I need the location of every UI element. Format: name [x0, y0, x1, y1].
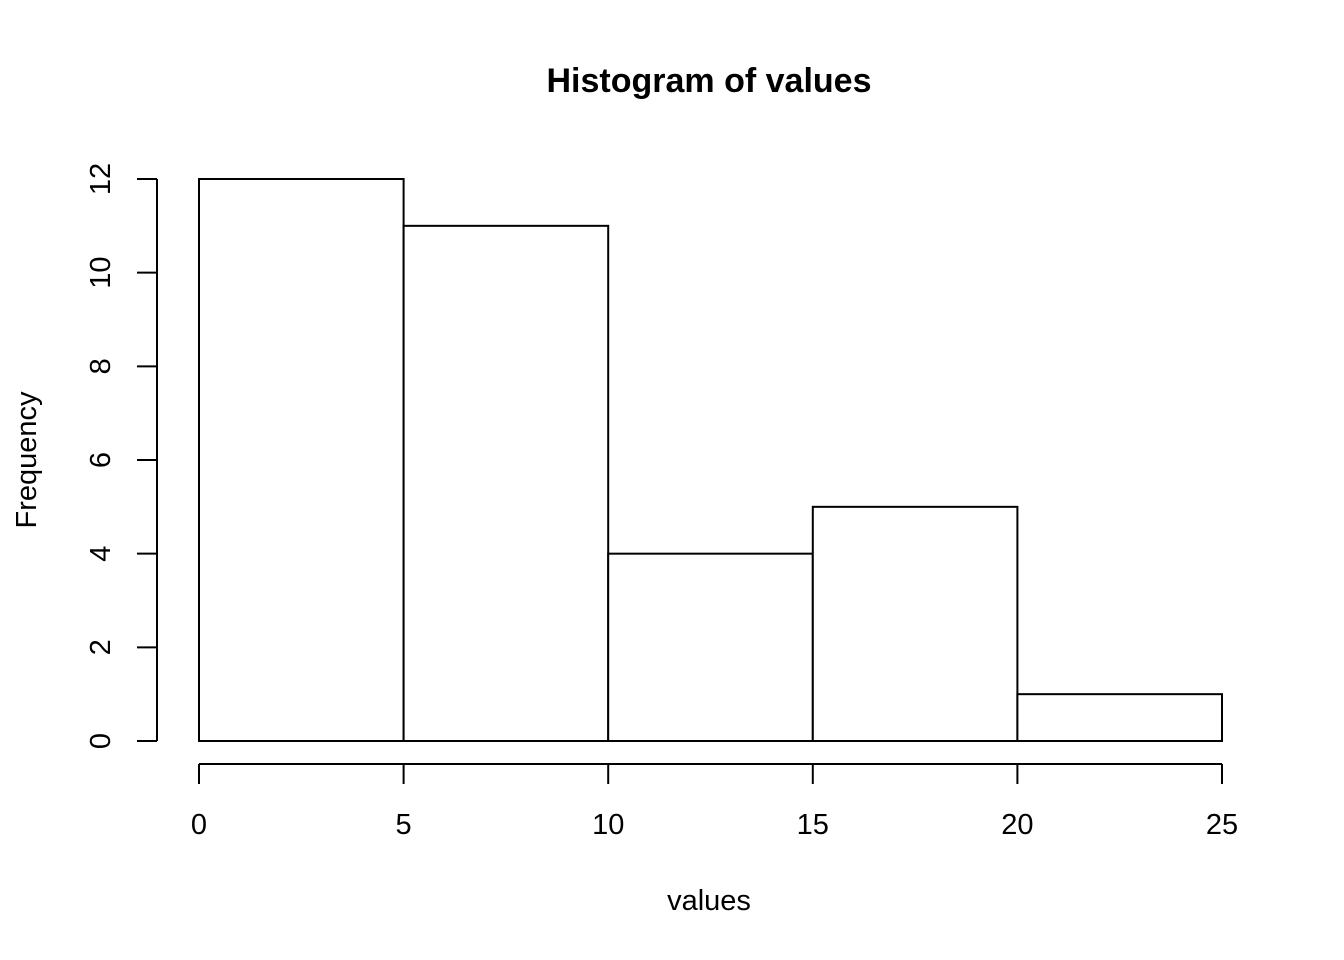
chart-title: Histogram of values	[547, 62, 872, 100]
y-tick-label: 4	[85, 546, 117, 562]
histogram-bar	[607, 552, 814, 743]
x-tick-label: 5	[396, 809, 412, 841]
x-tick-label: 10	[592, 809, 624, 841]
y-tick-label: 8	[85, 358, 117, 374]
y-axis: 0 2 4 6 8 10 12	[85, 163, 158, 749]
x-tick-label: 0	[191, 809, 207, 841]
histogram-bar	[198, 178, 405, 742]
y-tick-label: 6	[85, 452, 117, 468]
x-tick-label: 20	[1001, 809, 1033, 841]
histogram-bar	[1016, 693, 1224, 743]
bars-layer	[198, 178, 1224, 743]
x-tick-label: 25	[1206, 809, 1238, 841]
y-tick-label: 2	[85, 639, 117, 655]
x-tick-label: 15	[797, 809, 829, 841]
histogram-bar	[811, 505, 1019, 743]
y-tick-label: 12	[85, 163, 117, 195]
y-tick-label: 0	[85, 733, 117, 749]
x-axis-label: values	[667, 885, 751, 917]
x-axis: 0 5 10 15 20 25	[191, 763, 1238, 841]
y-axis-label: Frequency	[11, 391, 43, 529]
histogram-bar	[402, 224, 610, 743]
y-tick-label: 10	[85, 257, 117, 289]
